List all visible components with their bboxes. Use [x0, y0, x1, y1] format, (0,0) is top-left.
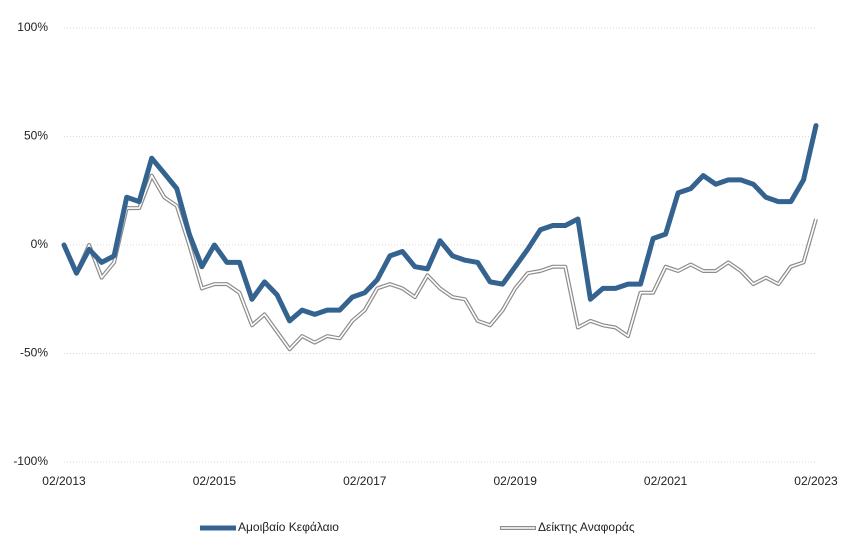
legend-label: Δείκτης Αναφοράς [538, 520, 635, 534]
y-tick-label: -50% [20, 346, 48, 360]
y-tick-label: 0% [31, 237, 49, 251]
x-tick-label: 02/2013 [42, 474, 86, 488]
y-tick-label: 100% [17, 20, 48, 34]
x-tick-label: 02/2015 [193, 474, 237, 488]
series-line [61, 123, 819, 324]
series-line [62, 173, 818, 352]
x-tick-label: 02/2023 [794, 474, 838, 488]
series-line-inner [63, 174, 817, 350]
y-tick-label: -100% [13, 454, 48, 468]
x-tick-label: 02/2019 [494, 474, 538, 488]
x-tick-label: 02/2017 [343, 474, 387, 488]
y-tick-label: 50% [24, 129, 48, 143]
legend-label: Αμοιβαίο Κεφάλαιο [238, 520, 339, 534]
x-tick-label: 02/2021 [644, 474, 688, 488]
